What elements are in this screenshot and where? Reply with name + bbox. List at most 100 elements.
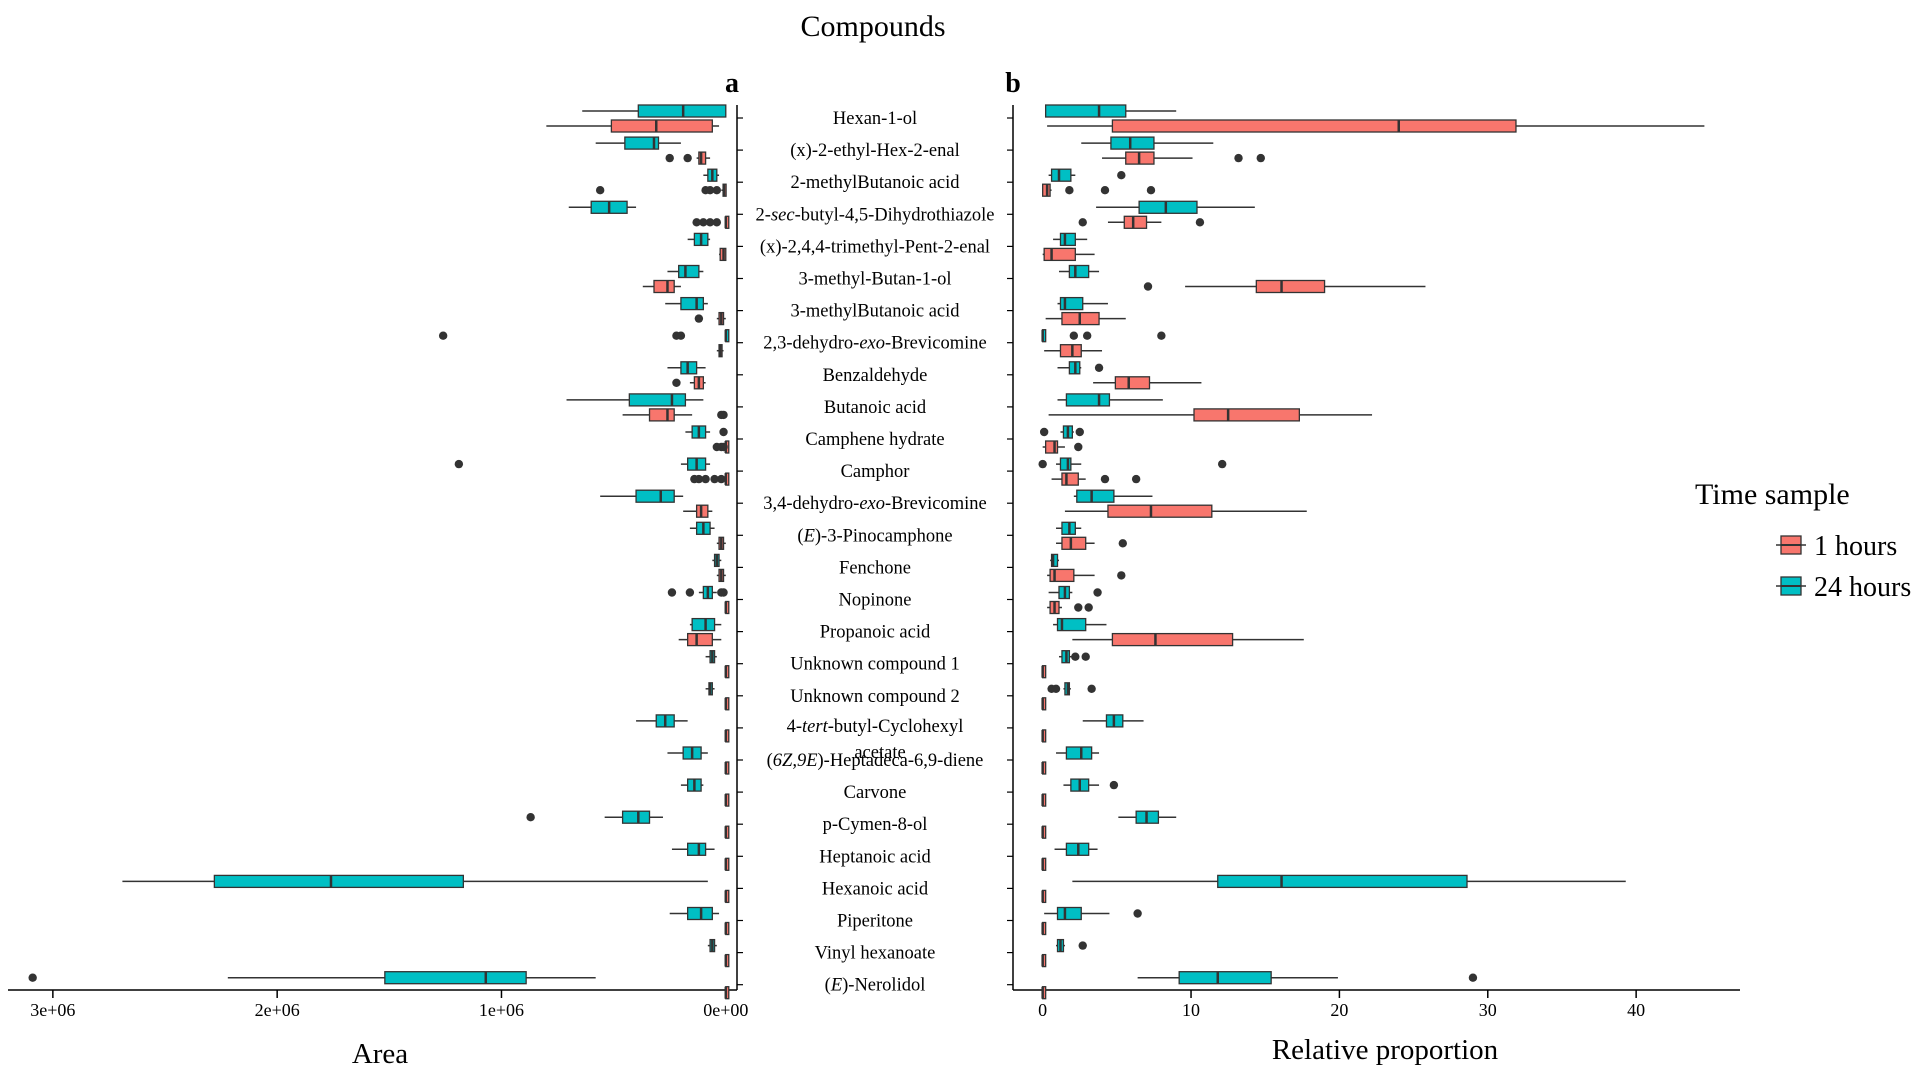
compound-label: Nopinone — [839, 591, 912, 611]
box-a-7-24h — [438, 329, 730, 343]
box-b-25-1h — [1041, 921, 1047, 936]
box-a-5-24h — [667, 264, 704, 279]
box-iqr — [621, 810, 651, 824]
box-a-14-24h — [712, 553, 722, 568]
box-a-0-1h — [546, 119, 720, 133]
box-iqr — [678, 264, 700, 279]
box-a-11-24h — [454, 457, 711, 471]
box-outlier — [1081, 652, 1090, 661]
panel-a-tag: a — [725, 68, 739, 99]
box-b-21-1h — [1041, 793, 1047, 807]
box-outlier — [1117, 571, 1126, 580]
box-iqr — [1043, 247, 1076, 262]
box-b-6-1h — [1045, 311, 1126, 326]
box-outlier — [665, 153, 674, 163]
box-a-22-24h — [526, 810, 663, 824]
box-b-5-1h — [1143, 279, 1426, 294]
box-a-8-24h — [667, 361, 706, 375]
box-b-9-24h — [1057, 393, 1163, 407]
compound-label: Benzaldehyde — [823, 366, 928, 386]
box-b-17-1h — [1041, 665, 1047, 679]
box-b-26-1h — [1041, 953, 1047, 968]
box-iqr — [1059, 344, 1082, 358]
box-b-19-1h — [1041, 729, 1047, 743]
box-b-11-24h — [1038, 457, 1227, 471]
box-outlier — [1038, 459, 1047, 469]
box-b-14-24h — [1050, 553, 1059, 568]
box-b-20-24h — [1056, 746, 1100, 760]
box-b-24-1h — [1041, 889, 1047, 904]
box-b-8-24h — [1057, 361, 1104, 375]
legend-label: 1 hours — [1814, 531, 1897, 562]
box-a-27-24h — [28, 971, 596, 985]
box-b-18-24h — [1047, 682, 1096, 696]
box-iqr — [1065, 746, 1093, 760]
box-a-15-24h — [667, 585, 728, 600]
compound-label: Heptanoic acid — [819, 847, 931, 867]
box-a-12-24h — [600, 489, 684, 503]
box-a-15-1h — [724, 600, 730, 615]
compound-label: (x)-2-ethyl-Hex-2-enal — [790, 141, 960, 161]
box-outlier — [1051, 684, 1061, 693]
compound-label: 2,3-dehydro-exo-Brevicomine — [763, 334, 986, 354]
box-iqr — [1111, 632, 1234, 647]
box-a-21-24h — [680, 778, 704, 792]
box-outlier — [1084, 603, 1093, 612]
box-iqr — [1056, 906, 1082, 921]
box-outlier — [712, 442, 722, 452]
box-iqr — [1061, 536, 1087, 550]
box-outlier — [701, 474, 710, 484]
box-outlier — [1078, 941, 1087, 950]
box-outlier — [699, 218, 708, 227]
compound-label: 3-methylButanoic acid — [790, 302, 960, 322]
box-a-27-1h — [724, 986, 730, 1000]
box-a-18-1h — [724, 697, 730, 711]
box-a-13-1h — [716, 536, 726, 550]
panel-b-x-label: Relative proportion — [1272, 1034, 1499, 1066]
box-outlier — [701, 186, 710, 195]
box-a-8-1h — [672, 376, 706, 390]
box-outlier — [712, 186, 722, 195]
compound-label: Vinyl hexanoate — [815, 944, 936, 964]
box-outlier — [1093, 588, 1102, 597]
box-iqr — [384, 971, 527, 985]
box-a-4-24h — [687, 232, 711, 247]
box-iqr — [1110, 136, 1155, 150]
compound-label: Camphene hydrate — [805, 430, 944, 450]
box-a-20-1h — [724, 761, 730, 775]
box-b-15-1h — [1047, 600, 1093, 615]
box-iqr — [1217, 874, 1468, 889]
box-outlier — [1100, 474, 1110, 484]
compound-label: Unknown compound 1 — [790, 655, 960, 675]
box-b-26-24h — [1056, 938, 1087, 953]
box-a-7-1h — [716, 344, 724, 358]
box-a-19-1h — [724, 729, 730, 743]
box-iqr — [691, 617, 716, 632]
panel-b-tick-label: 40 — [1627, 1000, 1645, 1020]
box-outlier — [672, 331, 681, 340]
box-iqr — [624, 136, 660, 150]
panel-b-tick-label: 30 — [1479, 1000, 1497, 1020]
box-outlier — [1074, 603, 1083, 612]
box-outlier — [710, 474, 719, 484]
box-iqr — [1044, 104, 1127, 118]
box-b-22-24h — [1118, 810, 1177, 824]
box-iqr — [1065, 393, 1111, 407]
box-b-24-24h — [1072, 874, 1626, 889]
compound-label: p-Cymen-8-ol — [823, 815, 928, 835]
box-outlier — [1234, 153, 1243, 163]
box-outlier — [1468, 973, 1478, 982]
box-outlier — [1157, 331, 1166, 340]
box-b-1-24h — [1081, 136, 1214, 150]
compound-label: (6Z,9E)-Heptadeca-6,9-diene — [767, 751, 984, 771]
box-b-5-24h — [1058, 264, 1100, 279]
box-iqr — [610, 119, 713, 133]
box-a-25-24h — [669, 906, 720, 921]
box-a-2-24h — [703, 168, 720, 182]
box-outlier — [1143, 282, 1153, 291]
box-a-11-1h — [690, 472, 730, 486]
box-b-12-24h — [1073, 489, 1153, 503]
box-a-3-1h — [692, 215, 730, 229]
box-iqr — [1255, 279, 1326, 294]
